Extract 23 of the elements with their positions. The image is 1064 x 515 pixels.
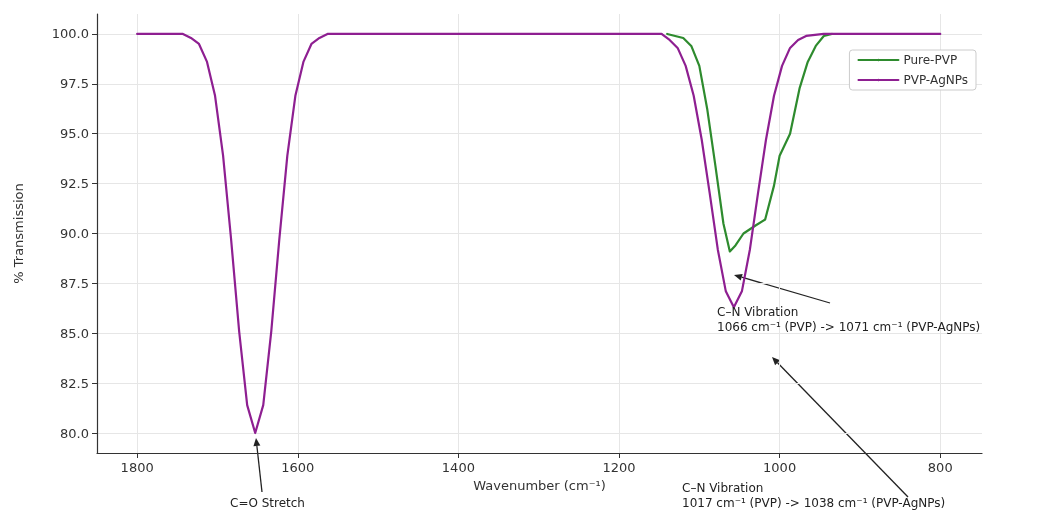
legend-label: Pure-PVP [903,53,958,67]
x-tick-label: 1000 [763,460,797,475]
y-tick-label: 85.0 [60,325,89,341]
y-tick-label: 97.5 [60,76,89,92]
x-tick-label: 1200 [602,460,636,475]
text: C–N Vibration 1017 cm⁻¹ (PVP) -> 1038 cm⁻¹ (PVP-AgNPs) [682,480,946,510]
x-tick-label: 1600 [281,460,315,475]
line-series [666,32,833,253]
x-axis-title: Wavenumber (cm⁻¹) [473,478,606,493]
y-tick-label: 92.5 [60,176,89,192]
y-tick-label: 90.0 [60,226,89,241]
text: C=O Stretch [230,495,305,510]
annotation: C–N Vibration 1066 cm⁻¹ (PVP) -> 1071 cm⁻¹ (PVP-AgNPs) [717,304,981,334]
x-tick-label: 800 [927,460,953,475]
y-tick-label: 80.0 [60,425,89,441]
y-tick-label: 87.5 [60,275,89,291]
legend-label: PVP-AgNPs [903,73,969,87]
y-tick-label: 95.0 [60,126,89,142]
x-tick-label: 1800 [120,460,154,475]
y-axis-title: % Transmission [11,183,26,284]
y-tick-label: 100.0 [51,26,89,42]
x-tick-label: 1400 [441,460,475,475]
y-tick-label: 82.5 [60,375,89,391]
